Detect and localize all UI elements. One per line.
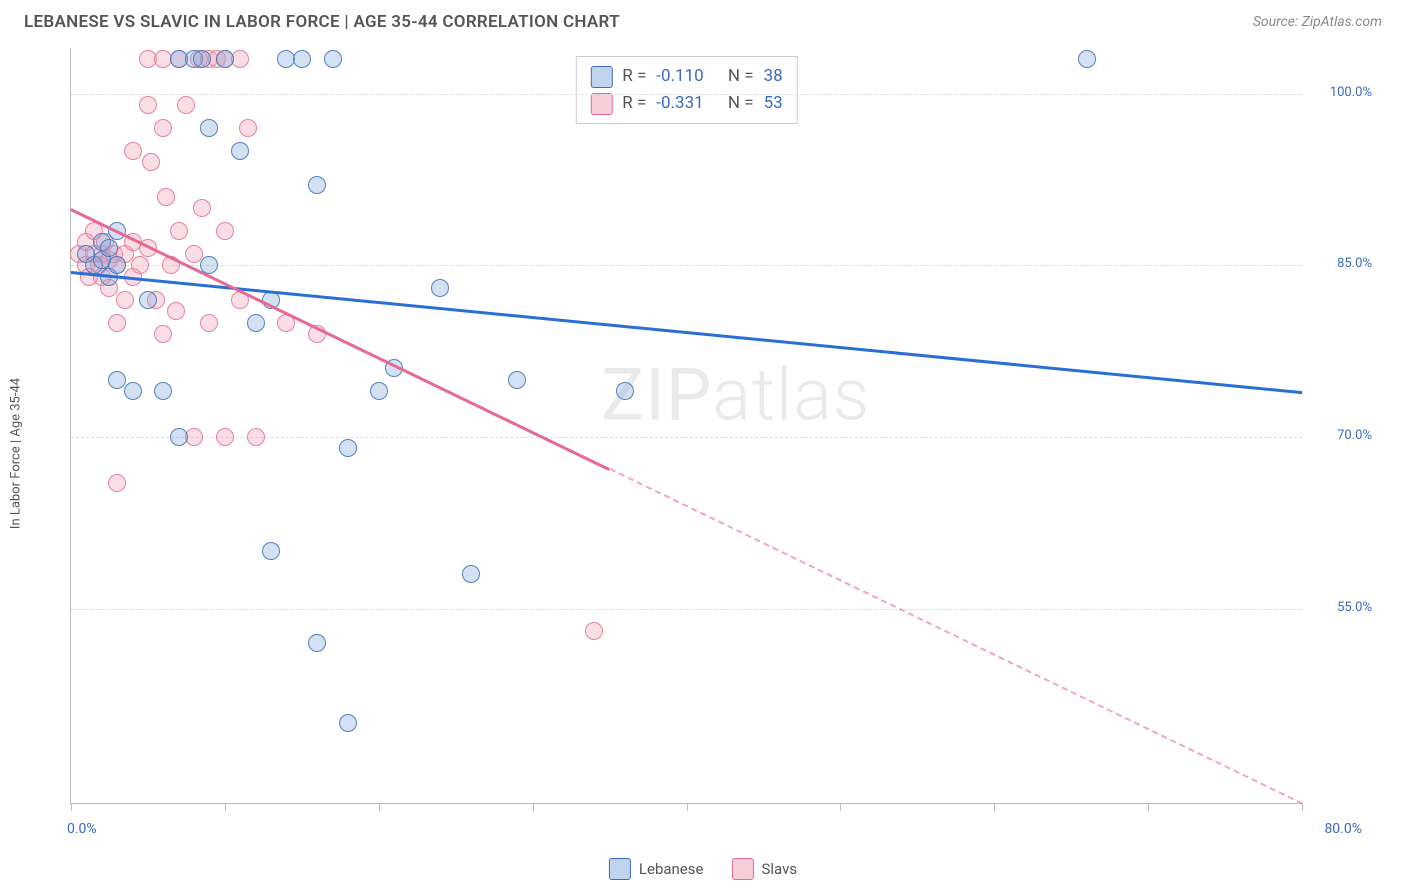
scatter-point [308,176,326,194]
legend-bottom: Lebanese Slavs [609,858,797,880]
swatch-blue-icon [609,858,631,880]
scatter-point [231,142,249,160]
x-tick-label: 80.0% [1324,821,1362,837]
gridline [71,265,1302,266]
scatter-point [193,50,211,68]
scatter-point [200,314,218,332]
scatter-point [167,302,185,320]
scatter-point [462,565,480,583]
x-tick [71,803,72,811]
scatter-point [124,142,142,160]
scatter-point [124,382,142,400]
scatter-point [157,188,175,206]
scatter-point [339,439,357,457]
scatter-point [247,314,265,332]
scatter-point [185,428,203,446]
swatch-pink-icon [731,858,753,880]
scatter-point [185,245,203,263]
scatter-point [170,222,188,240]
scatter-point [308,634,326,652]
x-tick [379,803,380,811]
scatter-point [154,325,172,343]
y-tick-label: 85.0% [1337,256,1372,271]
y-tick-label: 100.0% [1330,85,1372,100]
plot-area: ZIPatlas R = -0.110 N = 38 R = -0.331 N … [70,48,1302,804]
watermark: ZIPatlas [601,353,870,438]
r-value-blue: -0.110 [656,63,703,90]
scatter-point [142,153,160,171]
scatter-point [170,428,188,446]
scatter-point [154,119,172,137]
scatter-point [108,314,126,332]
scatter-point [324,50,342,68]
scatter-point [262,542,280,560]
scatter-point [154,382,172,400]
legend-item-lebanese: Lebanese [609,858,704,880]
y-axis-title: In Labor Force | Age 35-44 [9,378,24,529]
scatter-point [370,382,388,400]
legend-label: Lebanese [639,860,704,878]
scatter-point [231,50,249,68]
scatter-point [108,371,126,389]
swatch-blue-icon [590,66,612,88]
scatter-point [139,96,157,114]
source-label: Source: ZipAtlas.com [1253,14,1382,30]
y-tick-label: 70.0% [1337,428,1372,443]
chart-title: LEBANESE VS SLAVIC IN LABOR FORCE | AGE … [24,12,620,32]
n-label: N = [728,63,754,90]
scatter-point [216,50,234,68]
scatter-point [200,119,218,137]
scatter-point [108,474,126,492]
x-tick [225,803,226,811]
watermark-thin: atlas [712,353,870,438]
gridline [71,609,1302,610]
scatter-point [247,428,265,446]
stats-row-blue: R = -0.110 N = 38 [590,63,782,90]
x-tick [994,803,995,811]
n-value-blue: 38 [764,63,783,90]
r-label: R = [622,63,646,90]
legend-item-slavs: Slavs [731,858,797,880]
stats-box: R = -0.110 N = 38 R = -0.331 N = 53 [575,56,797,124]
scatter-point [216,428,234,446]
x-tick [533,803,534,811]
scatter-point [508,371,526,389]
scatter-point [177,96,195,114]
scatter-point [293,50,311,68]
scatter-point [239,119,257,137]
swatch-pink-icon [590,93,612,115]
scatter-point [616,382,634,400]
x-tick [687,803,688,811]
trend-line [609,468,1302,804]
scatter-point [193,199,211,217]
scatter-point [216,222,234,240]
gridline [71,94,1302,95]
scatter-point [100,239,118,257]
plot-wrap: ZIPatlas R = -0.110 N = 38 R = -0.331 N … [50,48,1382,844]
scatter-point [431,279,449,297]
scatter-point [585,622,603,640]
scatter-point [131,256,149,274]
scatter-point [1078,50,1096,68]
scatter-point [108,256,126,274]
title-row: LEBANESE VS SLAVIC IN LABOR FORCE | AGE … [0,0,1406,40]
scatter-point [139,291,157,309]
trend-line [70,208,610,470]
x-tick [840,803,841,811]
scatter-point [116,291,134,309]
trend-line [71,271,1302,394]
legend-label: Slavs [761,860,797,878]
y-tick-label: 55.0% [1337,600,1372,615]
x-tick-label: 0.0% [67,821,97,837]
scatter-point [339,714,357,732]
x-tick [1148,803,1149,811]
